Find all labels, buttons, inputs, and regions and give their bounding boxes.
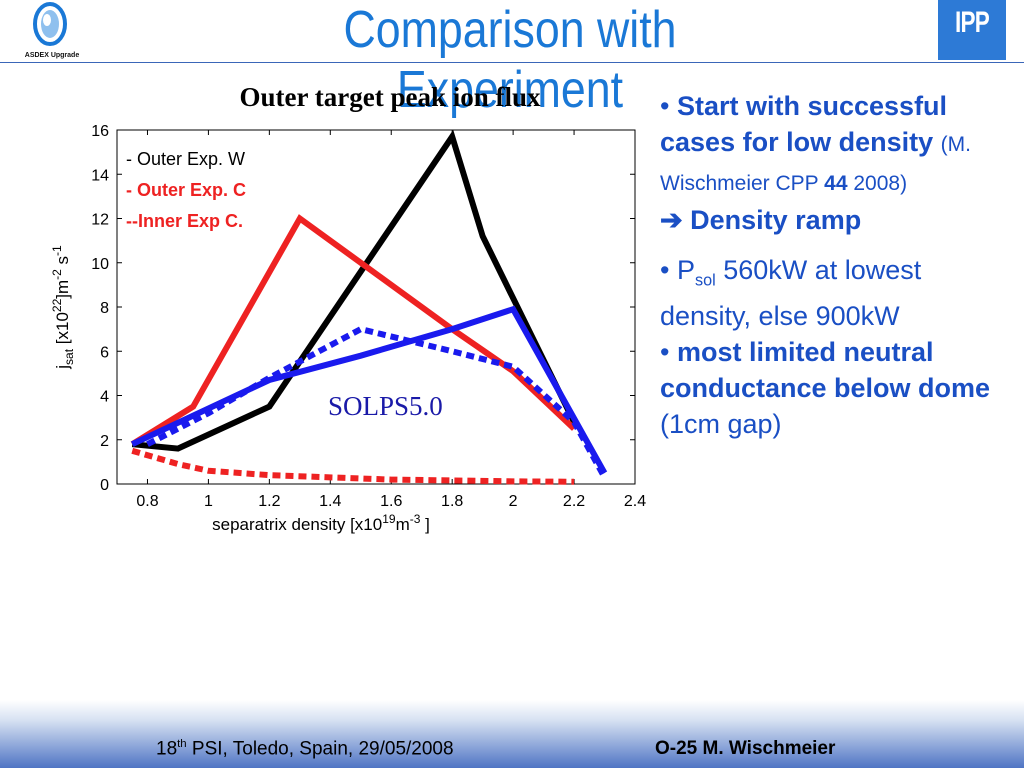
bullet-3-bold: most limited neutral conductance below d… [660,337,991,404]
ipp-logo-text: IPP [954,6,990,39]
legend-entry-2: - Outer Exp. C [126,180,246,200]
logo-left-text: ASDEX Upgrade [24,52,80,59]
series-line-2 [130,214,577,447]
footer-num: 18 [156,738,178,760]
x-tick-label: 2.4 [624,493,646,510]
ion-flux-chart: 0.8 1 1.2 1.4 1.6 1.8 2 2.2 2.4 0 2 4 6 8 10 12 14 16 jsa… [50,123,646,534]
legend-entry-1: - Outer Exp. W [126,149,245,169]
y-tick-label: 0 [100,477,109,494]
y-axis-label: jsat [x1022]m-2 s-1 [50,245,76,370]
arrow-right-icon: ➔ [660,205,683,235]
y-tick-label: 14 [91,167,109,184]
x-tick-label: 0.8 [136,493,158,510]
legend-entry-3: --Inner Exp C. [126,211,243,231]
chart-title: Outer target peak ion flux [239,82,541,112]
y-tick-label: 10 [91,256,109,273]
bullet-1-bold: Start with successful cases for low dens… [660,91,948,157]
bullet-2: • Psol 560kW at lowest density, else 900… [660,255,922,332]
p-symbol: P [676,255,695,285]
asdex-vessel-icon [33,2,67,46]
plot-area: 0.8 1 1.2 1.4 1.6 1.8 2 2.2 2.4 0 2 4 6 8 10 12 14 16 [91,123,646,510]
x-tick-label: 1.4 [319,493,341,510]
x-tick-label: 1.8 [441,493,463,510]
series-line-1 [131,129,577,452]
ref-year: 2008) [853,172,908,195]
title-divider [0,62,1024,63]
y-tick-label: 8 [100,300,109,317]
x-tick-label: 1.2 [258,493,280,510]
x-tick-label: 1 [204,493,213,510]
footer-conference-text: PSI, Toledo, Spain, 29/05/2008 [191,738,454,760]
bullet-1-ref: (M. Wischmeier CPP 44 2008) [660,133,971,195]
bullet-1: • Start with successful cases for low de… [660,91,971,195]
chart-legend: - Outer Exp. W - Outer Exp. C --Inner Exp … [126,149,246,231]
y-tick-label: 6 [100,344,109,361]
footer-bar: 18th PSI, Toledo, Spain, 29/05/2008 O-25… [0,700,1024,768]
footer-conference: 18th PSI, Toledo, Spain, 29/05/2008 [156,738,454,760]
bullet-3-rest: (1cm gap) [660,409,782,440]
x-axis-label: separatrix density [x1019m-3 ] [212,512,430,534]
ipp-logo: IPP [938,0,1006,60]
y-tick-label: 4 [100,389,109,406]
y-tick-label: 2 [100,433,109,450]
slide-title: Comparison with Experiment [343,1,677,119]
footer-sup: th [177,738,187,750]
bullet-3: • most limited neutral conductance below… [660,337,991,440]
x-tick-label: 2.2 [563,493,585,510]
density-ramp-text: Density ramp [690,205,862,235]
asdex-upgrade-logo: ASDEX Upgrade [14,2,84,62]
ref-volume: 44 [824,172,848,195]
bullet-2-text: 560kW at lowest density, else 900kW [660,255,922,332]
x-tick-label: 2 [509,493,518,510]
solps-annotation: SOLPS5.0 [328,391,443,421]
p-subscript: sol [694,271,716,290]
series-line-3 [131,447,575,485]
bullet-list: • Start with successful cases for low de… [660,88,1005,442]
y-tick-label: 16 [91,123,109,140]
footer-author: O-25 M. Wischmeier [655,738,836,759]
density-ramp-line: ➔ Density ramp [660,202,1005,238]
plot-frame [116,129,636,485]
y-tick-label: 12 [91,212,109,229]
ref-pre: (M. Wischmeier CPP [660,133,971,195]
series-line-5 [146,325,608,479]
x-tick-label: 1.6 [380,493,402,510]
